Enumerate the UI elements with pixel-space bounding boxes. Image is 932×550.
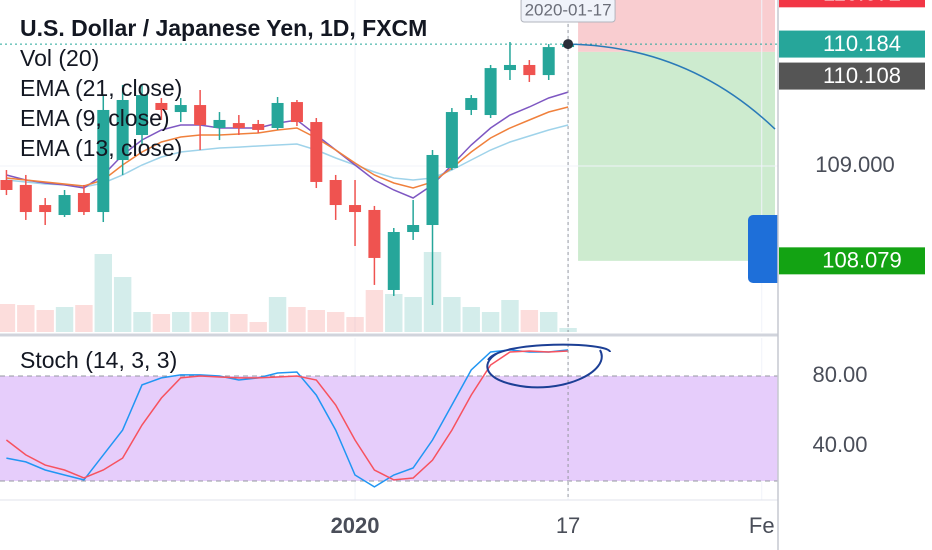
volume-bar bbox=[133, 312, 151, 332]
y-tick-label: 80.00 bbox=[812, 362, 867, 387]
stoch-pane bbox=[0, 338, 778, 500]
candle-body bbox=[232, 123, 245, 129]
candle-body bbox=[116, 99, 129, 161]
volume-bar bbox=[172, 312, 190, 332]
candle-body bbox=[310, 122, 323, 182]
price-label-box bbox=[779, 62, 925, 90]
volume-bar bbox=[230, 314, 248, 332]
volume-bar bbox=[365, 290, 384, 332]
volume-bar bbox=[539, 312, 558, 332]
candle-body bbox=[213, 119, 226, 129]
volume-bar bbox=[36, 310, 54, 332]
candle-body bbox=[155, 102, 168, 110]
price-axis bbox=[778, 0, 932, 550]
candle-body bbox=[0, 180, 13, 190]
indicator-line bbox=[5, 350, 569, 481]
volume-bar bbox=[55, 307, 74, 332]
chart-title: U.S. Dollar / Japanese Yen, 1D, FXCM bbox=[20, 15, 427, 41]
candle-body bbox=[465, 98, 478, 110]
volume-bar bbox=[520, 310, 539, 332]
legend-entry: EMA (21, close) bbox=[20, 75, 182, 101]
date-axis: 2020 17 Fe bbox=[331, 513, 775, 538]
legend-entry: EMA (13, close) bbox=[20, 135, 182, 161]
candle-body bbox=[194, 105, 207, 126]
price-label-box bbox=[779, 30, 925, 58]
candle-body bbox=[542, 47, 555, 76]
volume-bar bbox=[0, 304, 16, 332]
candle-body bbox=[349, 205, 362, 213]
volume-bar bbox=[481, 312, 500, 332]
candle-body bbox=[484, 68, 497, 116]
x-tick-label: 17 bbox=[556, 513, 580, 538]
y-tick-label: 109.000 bbox=[815, 152, 895, 177]
candle-body bbox=[252, 123, 265, 130]
target-zone bbox=[578, 51, 775, 261]
candle-body bbox=[290, 102, 303, 123]
candle-body bbox=[58, 195, 71, 216]
stoch-title: Stoch (14, 3, 3) bbox=[20, 347, 177, 373]
volume-bar bbox=[346, 317, 364, 332]
stoch-band bbox=[0, 375, 778, 481]
candle-body bbox=[407, 225, 420, 233]
crosshair-label-box bbox=[520, 0, 616, 23]
candle-body bbox=[77, 192, 90, 213]
candle-body bbox=[503, 64, 516, 71]
price-label-box bbox=[779, 0, 925, 8]
price-label: 110.184 bbox=[823, 31, 901, 56]
price-label: 108.079 bbox=[822, 248, 902, 273]
candle-body bbox=[329, 180, 342, 206]
volume-bar bbox=[113, 277, 132, 332]
price-label: 110.108 bbox=[823, 63, 901, 88]
volume-bar bbox=[404, 297, 422, 332]
candle-body bbox=[19, 184, 32, 213]
candle-body bbox=[445, 112, 458, 168]
volume-bar bbox=[326, 312, 345, 332]
volume-bar bbox=[210, 312, 229, 332]
volume-bar bbox=[152, 314, 171, 332]
volume-bar bbox=[191, 312, 209, 332]
candle-body bbox=[368, 209, 381, 258]
candle-body bbox=[136, 95, 149, 136]
volume-bar bbox=[94, 254, 112, 332]
legend: U.S. Dollar / Japanese Yen, 1D, FXCM Vol… bbox=[20, 15, 427, 373]
volume-bar bbox=[17, 305, 35, 332]
candle-body bbox=[426, 154, 439, 226]
hand-drawn-ellipse bbox=[486, 343, 611, 389]
volume-bar bbox=[288, 307, 306, 332]
candle-body bbox=[523, 64, 536, 76]
y-tick-label: 40.00 bbox=[812, 432, 867, 457]
indicator-line bbox=[6, 349, 569, 488]
volume-bar bbox=[462, 307, 480, 332]
candle-body bbox=[39, 205, 52, 213]
candle-body bbox=[174, 105, 187, 113]
price-label: 110.672 bbox=[823, 0, 901, 6]
volume-bar bbox=[249, 322, 267, 332]
volume-legend: Vol (20) bbox=[20, 45, 99, 71]
candle-body bbox=[97, 109, 110, 213]
volume-bar bbox=[443, 297, 461, 332]
legend-entry: EMA (9, close) bbox=[20, 105, 170, 131]
projection-curve bbox=[568, 43, 776, 130]
candle-body bbox=[271, 102, 284, 129]
price-axis-labels: 109.000 80.00 40.00 110.672 110.184 110.108 10… bbox=[779, 0, 925, 457]
candle-body bbox=[387, 232, 400, 290]
main-pane bbox=[0, 0, 778, 332]
price-marker bbox=[563, 39, 574, 50]
volume-bar bbox=[385, 294, 403, 332]
volume-bar bbox=[268, 297, 287, 332]
x-tick-label: 2020 bbox=[331, 513, 380, 538]
crosshair-label: 2020-01-17 bbox=[525, 0, 612, 19]
volume-bar bbox=[501, 300, 519, 332]
volume-bar bbox=[75, 305, 93, 332]
x-tick-label: Fe bbox=[749, 513, 775, 538]
volume-bar bbox=[307, 310, 326, 332]
price-label-box bbox=[779, 247, 925, 275]
